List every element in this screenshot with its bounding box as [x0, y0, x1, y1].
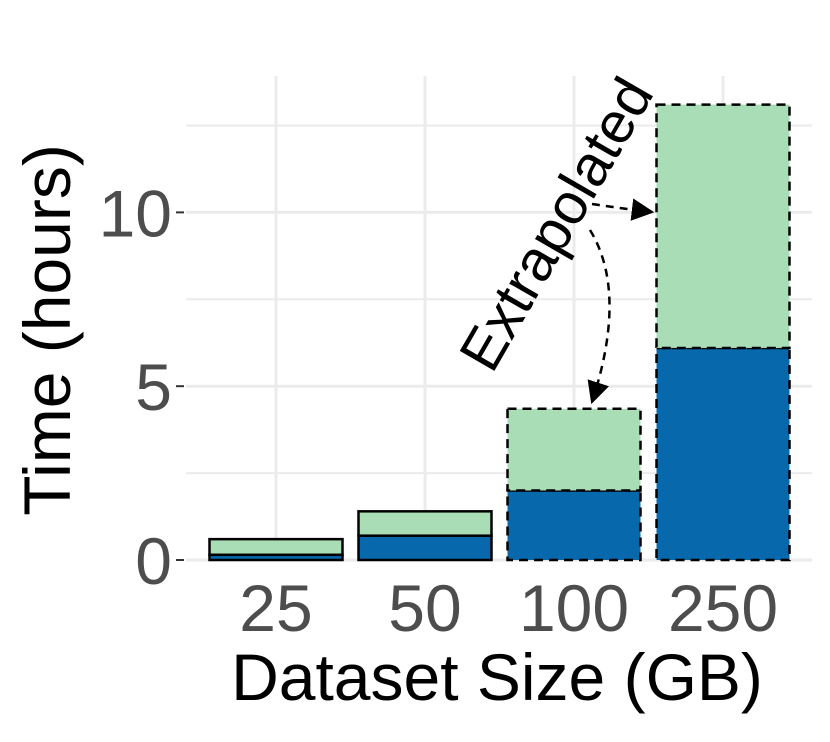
bar-segment-top	[506, 407, 642, 492]
x-tick-label: 100	[519, 571, 629, 645]
x-axis-title: Dataset Size (GB)	[231, 640, 763, 714]
x-tick-label: 25	[239, 571, 312, 645]
bars	[208, 103, 791, 562]
y-tick-label: 5	[135, 350, 172, 424]
bar-segment-top	[357, 510, 493, 537]
bar-segment-bottom	[357, 534, 493, 562]
tick-labels: 0 5 10 25 50 100 250	[99, 176, 778, 645]
bar-segment-bottom	[655, 346, 791, 562]
bar-segment-bottom	[506, 489, 642, 562]
x-tick-label: 250	[668, 571, 778, 645]
bar-segment-top	[208, 537, 344, 557]
y-axis-title: Time (hours)	[10, 144, 84, 516]
bar-segment-top	[655, 103, 791, 350]
y-tick-label: 10	[99, 176, 172, 250]
annotation-arrow-250	[591, 198, 655, 221]
annotation: Extrapolated	[447, 67, 666, 405]
y-tick-label: 0	[135, 524, 172, 598]
x-tick-label: 50	[388, 571, 461, 645]
annotation-arrow-100	[587, 229, 611, 405]
annotation-label: Extrapolated	[447, 67, 666, 382]
